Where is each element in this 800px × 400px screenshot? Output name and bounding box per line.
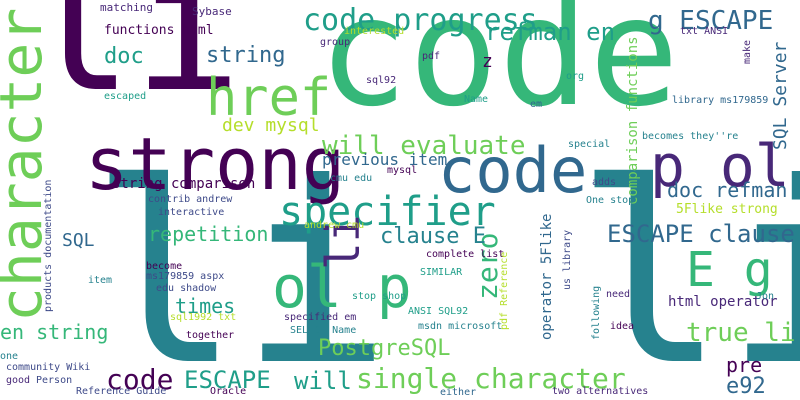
word-en-string: en string bbox=[0, 320, 109, 344]
word-z: z bbox=[482, 51, 493, 72]
word-true-li: true li bbox=[686, 318, 796, 348]
word-code: code bbox=[318, 0, 680, 140]
word-code: code bbox=[438, 134, 588, 207]
word-group: group bbox=[320, 37, 351, 48]
word-html-operator: html operator bbox=[668, 294, 778, 310]
word-products-documentation: products documentation bbox=[43, 179, 54, 312]
word-ansi-sql92: ANSI SQL92 bbox=[408, 306, 469, 317]
word-doc: doc bbox=[104, 44, 144, 69]
word-community-wiki: community Wiki bbox=[6, 362, 91, 373]
word-name: Name bbox=[464, 94, 489, 105]
word-pdf-reference: pdf Reference bbox=[499, 251, 510, 330]
word-doc-refman: doc refman bbox=[667, 178, 788, 202]
word-item: item bbox=[88, 275, 113, 286]
word-escape-clause: ESCAPE clause bbox=[607, 220, 795, 248]
word-postgresql: PostgreSQL bbox=[318, 336, 451, 361]
word-strong: strong bbox=[85, 122, 346, 206]
word-library-ms179859: library ms179859 bbox=[672, 95, 769, 106]
word-good: good bbox=[6, 375, 31, 386]
word-following: following bbox=[591, 285, 602, 340]
word-li: li bbox=[25, 0, 242, 132]
word-p-ol: p ol bbox=[650, 132, 790, 200]
word-sql1992-txt: sql1992 txt bbox=[170, 312, 237, 323]
word-pre: pre bbox=[726, 353, 763, 377]
word-5flike-strong: 5Flike strong bbox=[676, 202, 778, 217]
word-repetition: repetition bbox=[148, 222, 269, 246]
word-string-comparison: string comparison bbox=[112, 176, 256, 192]
word-clause-e: clause E bbox=[380, 224, 486, 249]
word-comparison-functions: comparison functions bbox=[625, 36, 641, 205]
word-g-escape: g ESCAPE bbox=[648, 6, 774, 36]
word-li: li bbox=[90, 129, 392, 400]
word-oracle: Oracle bbox=[210, 386, 247, 397]
word-refman-en: refman en bbox=[485, 18, 616, 46]
word-specifier: specifier bbox=[279, 189, 496, 235]
word-escape: ESCAPE bbox=[184, 366, 271, 394]
word-reference-guide: Reference Guide bbox=[76, 386, 167, 397]
word-txt-ansi: txt ANSI bbox=[680, 26, 729, 37]
word-msdn-microsoft: msdn microsoft bbox=[418, 321, 503, 332]
word-operator-5flike: operator 5Flike bbox=[539, 213, 555, 340]
word-will-evaluate: will evaluate bbox=[322, 131, 526, 161]
word-times: times bbox=[175, 294, 236, 318]
word-string: string bbox=[206, 43, 286, 68]
word-single-character: single character bbox=[356, 362, 626, 395]
word-become: become bbox=[146, 261, 183, 272]
word-sql-server: SQL Server bbox=[770, 41, 791, 150]
word-interactive: interactive bbox=[158, 207, 225, 218]
word-will: will bbox=[294, 367, 352, 395]
word-one: one bbox=[0, 351, 19, 362]
word-one-stop: One stop bbox=[586, 195, 635, 206]
word-complete-list: complete list bbox=[426, 249, 505, 260]
word-sql92: sql92 bbox=[366, 75, 397, 86]
word-contrib-andrew: contrib andrew bbox=[148, 194, 233, 205]
word-escaped: escaped bbox=[104, 91, 147, 102]
word-sql: SQL bbox=[62, 230, 95, 251]
word-idea: idea bbox=[610, 321, 635, 332]
word-becomes-theyre: becomes they''re bbox=[642, 131, 739, 142]
word-make: make bbox=[742, 39, 753, 64]
word-mysql: mysql bbox=[387, 165, 418, 176]
word-previous-item: previous item bbox=[322, 150, 448, 169]
word-li: li bbox=[575, 129, 800, 400]
word-dev-mysql: dev mysql bbox=[222, 115, 320, 136]
word-andrew-cmu: andrew cmu bbox=[304, 220, 365, 231]
word-similar: SIMILAR bbox=[420, 267, 463, 278]
word-pdf: pdf bbox=[422, 51, 441, 62]
word-two-alternatives: two alternatives bbox=[552, 386, 649, 397]
word-org: org bbox=[566, 71, 585, 82]
word-ol-p: ol p bbox=[272, 253, 412, 321]
word-code-progress: code progress bbox=[303, 3, 538, 38]
word-stop-shop: stop shop bbox=[352, 291, 407, 302]
word-sybase: Sybase bbox=[192, 5, 232, 18]
word-either: either bbox=[440, 387, 477, 398]
word-jon: Jon bbox=[756, 291, 775, 302]
word-e92: e92 bbox=[726, 374, 766, 399]
word-edu-shadow: edu shadow bbox=[156, 283, 217, 294]
word-need: need bbox=[606, 289, 631, 300]
word-matching: matching bbox=[100, 1, 153, 14]
word-cmu-edu: cmu edu bbox=[330, 173, 373, 184]
word-us-library: us library bbox=[562, 229, 573, 290]
word-person: Person bbox=[36, 375, 73, 386]
word-href: href bbox=[206, 68, 332, 128]
word-functions-html: functions html bbox=[104, 23, 214, 38]
word-select-name: SELECT Name bbox=[290, 325, 357, 336]
word-special: special bbox=[568, 139, 611, 150]
word-together: together bbox=[186, 330, 235, 341]
word-interested: interested bbox=[344, 26, 405, 37]
word-code-small: code bbox=[106, 363, 174, 396]
word-specified-em: specified em bbox=[284, 312, 357, 323]
word-em: em bbox=[530, 99, 543, 110]
word-adds: adds bbox=[592, 177, 617, 188]
word-e-g: E g bbox=[686, 242, 773, 298]
word-ms179859-aspx: ms179859 aspx bbox=[146, 271, 225, 282]
